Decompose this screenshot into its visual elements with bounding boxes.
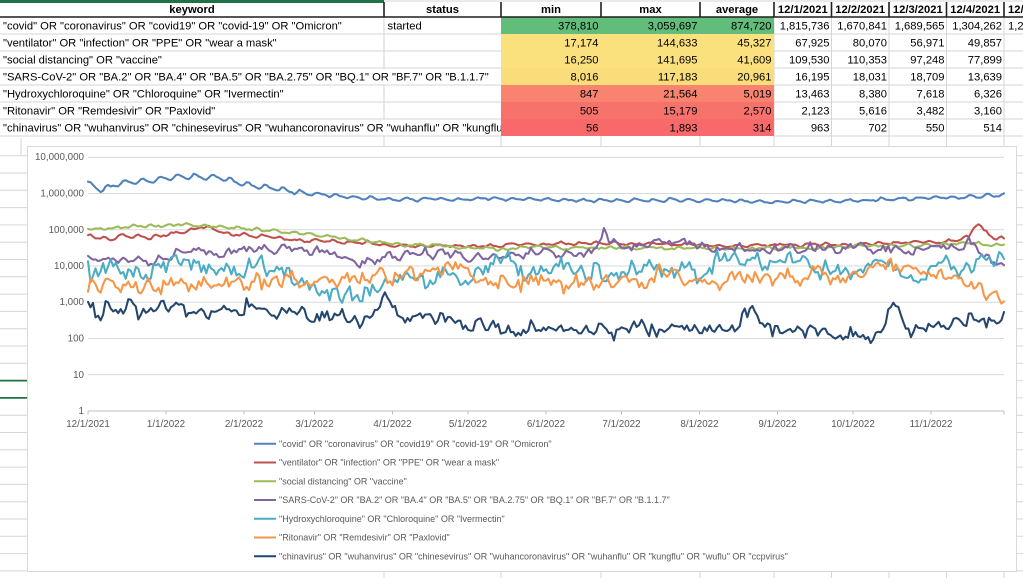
svg-text:8,380: 8,380 [859, 89, 887, 101]
svg-text:12/2/2021: 12/2/2021 [835, 4, 885, 16]
svg-text:20,961: 20,961 [737, 72, 771, 84]
svg-text:"Ritonavir" OR "Remdesivir" OR: "Ritonavir" OR "Remdesivir" OR "Paxlovid… [3, 106, 215, 118]
svg-text:49,857: 49,857 [968, 38, 1002, 50]
svg-text:1,2: 1,2 [1008, 21, 1023, 33]
svg-text:"social distancing" OR "vaccin: "social distancing" OR "vaccine" [3, 55, 162, 67]
svg-text:5/1/2022: 5/1/2022 [449, 419, 487, 430]
svg-text:10: 10 [73, 370, 84, 381]
svg-text:12/1/2021: 12/1/2021 [66, 419, 110, 430]
svg-text:1,815,736: 1,815,736 [780, 21, 830, 33]
svg-text:16,250: 16,250 [564, 55, 598, 67]
svg-text:3,482: 3,482 [917, 106, 945, 118]
svg-text:"covid" OR "coronavirus" OR "c: "covid" OR "coronavirus" OR "covid19" OR… [3, 21, 342, 33]
svg-text:702: 702 [868, 123, 887, 135]
svg-text:514: 514 [983, 123, 1002, 135]
svg-text:status: status [426, 4, 459, 16]
svg-text:5,616: 5,616 [859, 106, 887, 118]
svg-text:"ventilator" OR "infection" OR: "ventilator" OR "infection" OR "PPE" OR … [279, 458, 499, 468]
svg-text:100,000: 100,000 [49, 225, 85, 236]
svg-text:21,564: 21,564 [663, 89, 697, 101]
svg-text:12/: 12/ [1008, 4, 1023, 16]
svg-text:117,183: 117,183 [658, 72, 698, 84]
svg-text:2/1/2022: 2/1/2022 [225, 419, 263, 430]
svg-text:3/1/2022: 3/1/2022 [295, 419, 333, 430]
svg-text:963: 963 [811, 123, 830, 135]
svg-text:1,304,262: 1,304,262 [952, 21, 1002, 33]
svg-text:41,609: 41,609 [737, 55, 771, 67]
svg-text:min: min [541, 4, 561, 16]
svg-text:1/1/2022: 1/1/2022 [147, 419, 185, 430]
svg-text:97,248: 97,248 [910, 55, 944, 67]
svg-text:11/1/2022: 11/1/2022 [910, 419, 953, 430]
svg-text:12/1/2021: 12/1/2021 [778, 4, 828, 16]
svg-text:110,353: 110,353 [847, 55, 887, 67]
svg-text:2,570: 2,570 [744, 106, 772, 118]
svg-text:378,810: 378,810 [558, 21, 598, 33]
svg-text:77,899: 77,899 [968, 55, 1002, 67]
svg-text:3,160: 3,160 [974, 106, 1002, 118]
svg-text:1,689,565: 1,689,565 [895, 21, 945, 33]
svg-text:3,059,697: 3,059,697 [648, 21, 698, 33]
svg-text:10,000,000: 10,000,000 [35, 152, 85, 163]
svg-text:"SARS-CoV-2" OR "BA.2" OR "BA.: "SARS-CoV-2" OR "BA.2" OR "BA.4" OR "BA.… [3, 72, 489, 84]
svg-text:15,179: 15,179 [663, 106, 697, 118]
svg-text:1: 1 [79, 406, 84, 417]
svg-text:18,031: 18,031 [853, 72, 887, 84]
svg-text:"Hydroxychloroquine" OR "Chlor: "Hydroxychloroquine" OR "Chloroquine" OR… [3, 89, 284, 101]
svg-text:100: 100 [68, 334, 85, 345]
svg-text:"SARS-CoV-2" OR "BA.2" OR "BA.: "SARS-CoV-2" OR "BA.2" OR "BA.4" OR "BA.… [279, 495, 670, 505]
svg-text:6/1/2022: 6/1/2022 [527, 419, 565, 430]
svg-text:13,463: 13,463 [795, 89, 829, 101]
svg-text:"social distancing" OR "vaccin: "social distancing" OR "vaccine" [279, 476, 407, 486]
svg-text:13,639: 13,639 [968, 72, 1002, 84]
svg-text:17,174: 17,174 [564, 38, 598, 50]
svg-text:1,000,000: 1,000,000 [40, 189, 84, 200]
svg-text:56,971: 56,971 [910, 38, 944, 50]
svg-text:"ventilator" OR "infection" OR: "ventilator" OR "infection" OR "PPE" OR … [3, 38, 277, 50]
svg-text:847: 847 [580, 89, 599, 101]
svg-text:18,709: 18,709 [910, 72, 944, 84]
svg-text:1,670,841: 1,670,841 [837, 21, 887, 33]
svg-text:80,070: 80,070 [853, 38, 887, 50]
svg-text:1,893: 1,893 [670, 123, 698, 135]
svg-text:67,925: 67,925 [795, 38, 829, 50]
svg-text:16,195: 16,195 [795, 72, 829, 84]
svg-text:550: 550 [926, 123, 945, 135]
svg-text:6,326: 6,326 [974, 89, 1002, 101]
svg-text:109,530: 109,530 [789, 55, 829, 67]
svg-text:2,123: 2,123 [802, 106, 830, 118]
svg-text:5,019: 5,019 [744, 89, 772, 101]
svg-text:4/1/2022: 4/1/2022 [373, 419, 411, 430]
svg-text:"chinavirus" OR "wuhanvirus" O: "chinavirus" OR "wuhanvirus" OR "chinese… [3, 123, 564, 135]
svg-text:"Ritonavir" OR "Remdesivir" OR: "Ritonavir" OR "Remdesivir" OR "Paxlovid… [279, 533, 450, 543]
svg-text:"Hydroxychloroquine" OR "Chlor: "Hydroxychloroquine" OR "Chloroquine" OR… [279, 514, 505, 524]
svg-text:12/4/2021: 12/4/2021 [950, 4, 1000, 16]
svg-text:874,720: 874,720 [731, 21, 771, 33]
svg-text:12/3/2021: 12/3/2021 [893, 4, 943, 16]
svg-text:7,618: 7,618 [917, 89, 945, 101]
svg-text:keyword: keyword [169, 4, 215, 16]
svg-text:started: started [388, 21, 422, 33]
svg-text:8/1/2022: 8/1/2022 [680, 419, 718, 430]
svg-text:505: 505 [580, 106, 599, 118]
svg-text:1,000: 1,000 [59, 297, 84, 308]
svg-text:7/1/2022: 7/1/2022 [602, 419, 640, 430]
svg-text:average: average [716, 4, 758, 16]
svg-text:9/1/2022: 9/1/2022 [758, 419, 796, 430]
svg-text:141,695: 141,695 [657, 55, 697, 67]
svg-text:"chinavirus" OR "wuhanvirus" O: "chinavirus" OR "wuhanvirus" OR "chinese… [279, 551, 788, 561]
svg-text:10,000: 10,000 [54, 261, 85, 272]
svg-text:"covid" OR "coronavirus" OR "c: "covid" OR "coronavirus" OR "covid19" OR… [279, 439, 552, 449]
svg-text:314: 314 [753, 123, 772, 135]
svg-text:8,016: 8,016 [571, 72, 599, 84]
svg-text:10/1/2022: 10/1/2022 [831, 419, 875, 430]
svg-text:max: max [639, 4, 662, 16]
svg-text:45,327: 45,327 [737, 38, 771, 50]
svg-text:56: 56 [586, 123, 598, 135]
svg-text:144,633: 144,633 [657, 38, 697, 50]
